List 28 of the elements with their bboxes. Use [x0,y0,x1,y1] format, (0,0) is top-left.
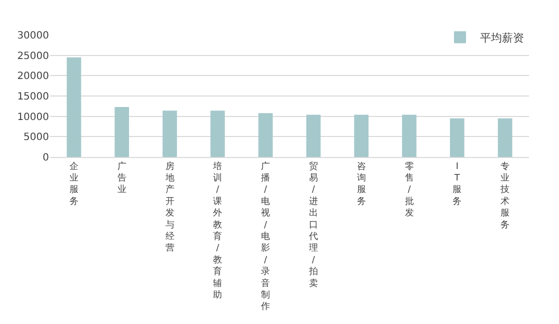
x-tick-label: 广告业 [117,160,126,196]
y-tick-label: 15000 [17,92,49,102]
bar [114,106,130,157]
bar [498,118,512,157]
y-tick-label: 0 [42,152,49,164]
bar [66,57,82,157]
bar [354,114,369,157]
x-tick-label: 咨询服务 [356,160,366,207]
x-tick-label: 专业技术服务 [500,160,510,230]
bar [306,114,321,157]
bar [450,118,464,157]
y-tick-label: 30000 [17,30,49,42]
bar [258,113,273,157]
category-label: 贸易/进出口代理/拍卖 [308,162,318,289]
y-tick-label: 25000 [17,50,49,62]
x-tick-label: 企业服务 [69,160,78,207]
y-tick-label: 20000 [17,71,49,82]
x-tick-label: 零售/批发 [404,160,414,219]
category-label: 广播/电视/电影/录音制作 [261,162,270,312]
bar [162,110,177,157]
y-tick-label: 5000 [24,132,49,144]
bar [210,110,225,157]
legend-label: 平均薪资 [480,32,524,45]
category-label: 培训/课外教育/教育辅助 [213,162,222,300]
y-tick-label: 10000 [17,112,49,123]
x-tick-label: IT服务 [452,162,462,207]
x-tick-label: 房地产开发与经营 [164,160,174,254]
bar [402,114,416,157]
